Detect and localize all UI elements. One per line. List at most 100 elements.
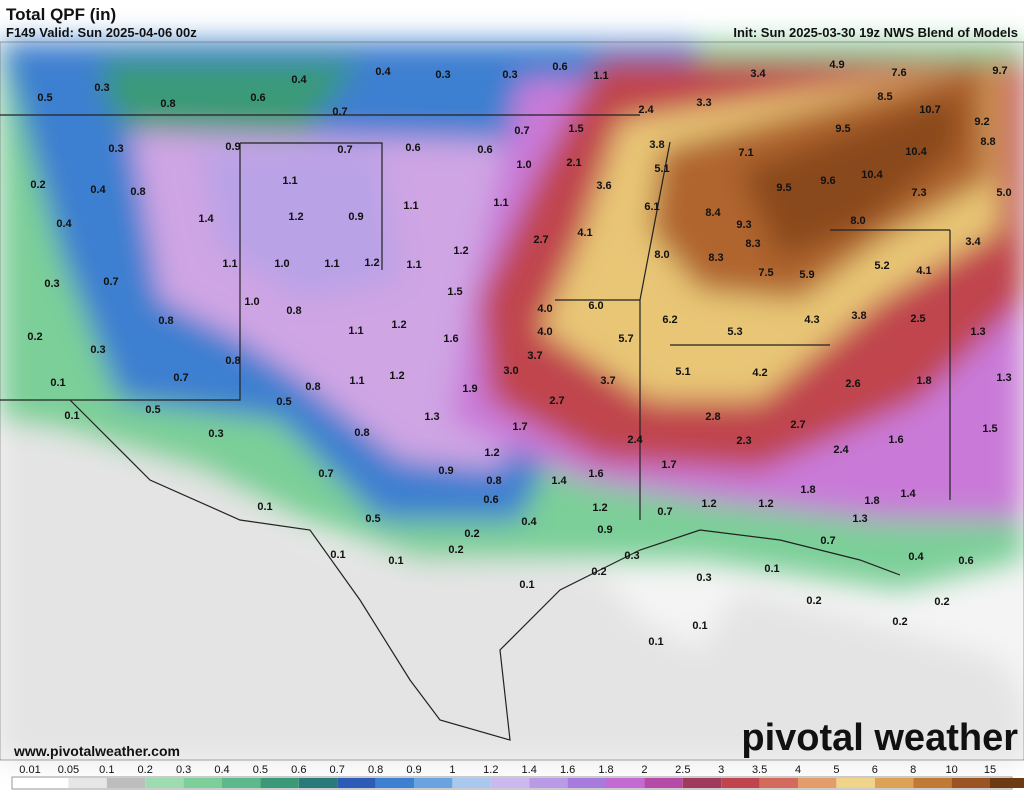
qpf-label: 8.0 <box>850 215 865 227</box>
qpf-label: 0.5 <box>365 513 380 525</box>
colorbar-swatch <box>798 778 837 788</box>
qpf-label: 0.6 <box>405 142 420 154</box>
colorbar-swatch <box>874 778 914 788</box>
qpf-label: 0.4 <box>56 218 72 230</box>
qpf-label: 7.3 <box>911 187 926 199</box>
qpf-label: 0.5 <box>37 92 52 104</box>
qpf-label: 0.2 <box>892 616 907 628</box>
map-field <box>0 41 1024 761</box>
qpf-label: 1.8 <box>800 484 815 496</box>
qpf-label: 10.4 <box>861 169 883 181</box>
qpf-label: 0.1 <box>257 501 272 513</box>
qpf-label: 0.3 <box>108 143 123 155</box>
qpf-label: 0.2 <box>30 179 45 191</box>
qpf-label: 4.1 <box>577 227 592 239</box>
qpf-label: 1.1 <box>406 259 421 271</box>
colorbar-swatch <box>260 778 299 788</box>
colorbar-label: 6 <box>872 764 878 776</box>
qpf-label: 1.3 <box>970 326 985 338</box>
qpf-label: 1.1 <box>282 175 297 187</box>
qpf-label: 3.0 <box>503 365 518 377</box>
qpf-label: 0.2 <box>448 544 463 556</box>
title: Total QPF (in) <box>6 5 116 24</box>
colorbar-label: 0.9 <box>406 764 421 776</box>
qpf-label: 1.1 <box>493 197 508 209</box>
qpf-label: 7.5 <box>758 267 773 279</box>
colorbar-label: 0.05 <box>58 764 79 776</box>
colorbar-label: 1.8 <box>598 764 613 776</box>
qpf-label: 2.4 <box>833 444 849 456</box>
qpf-label: 0.1 <box>50 377 65 389</box>
qpf-label: 0.3 <box>44 278 59 290</box>
qpf-label: 0.7 <box>657 506 672 518</box>
colorbar-label: 0.5 <box>253 764 268 776</box>
colorbar-swatch <box>414 778 453 788</box>
colorbar-swatch <box>682 778 722 788</box>
qpf-label: 0.3 <box>624 550 639 562</box>
qpf-label: 8.0 <box>654 249 669 261</box>
qpf-label: 1.0 <box>516 159 531 171</box>
qpf-label: 6.1 <box>644 201 659 213</box>
qpf-label: 2.3 <box>736 435 751 447</box>
colorbar-swatch <box>452 778 491 788</box>
qpf-label: 3.7 <box>527 350 542 362</box>
qpf-label: 1.6 <box>443 333 458 345</box>
qpf-label: 0.4 <box>375 66 391 78</box>
colorbar-swatch <box>990 778 1024 788</box>
qpf-label: 3.3 <box>696 97 711 109</box>
qpf-label: 8.8 <box>980 136 995 148</box>
map-labels: 0.5 0.3 0.8 0.4 0.6 0.4 0.3 0.3 0.6 1.1 3.4 4.9 7.6 9… <box>27 59 1011 648</box>
qpf-label: 1.1 <box>324 258 339 270</box>
qpf-label: 4.0 <box>537 326 552 338</box>
colorbar-label: 0.2 <box>138 764 153 776</box>
qpf-label: 1.2 <box>288 211 303 223</box>
qpf-label: 0.3 <box>94 82 109 94</box>
qpf-label: 0.6 <box>477 144 492 156</box>
qpf-label: 0.2 <box>27 331 42 343</box>
qpf-label: 3.8 <box>649 139 664 151</box>
qpf-label: 0.2 <box>806 595 821 607</box>
qpf-label: 7.1 <box>738 147 753 159</box>
colorbar: 0.01 0.05 0.1 0.2 0.3 0.4 0.5 0.6 0.7 0.8 0.9 1 1.2 1… <box>11 764 1024 790</box>
colorbar-label: 1.4 <box>522 764 537 776</box>
qpf-label: 1.2 <box>453 245 468 257</box>
qpf-label: 0.8 <box>160 98 175 110</box>
colorbar-swatch <box>759 778 798 788</box>
qpf-label: 0.3 <box>696 572 711 584</box>
qpf-label: 0.1 <box>648 636 663 648</box>
qpf-label: 1.2 <box>758 498 773 510</box>
qpf-label: 0.3 <box>435 69 450 81</box>
qpf-label: 0.8 <box>486 475 501 487</box>
qpf-label: 5.1 <box>675 366 690 378</box>
qpf-label: 1.0 <box>274 258 289 270</box>
qpf-label: 1.2 <box>592 502 607 514</box>
qpf-label: 1.3 <box>996 372 1011 384</box>
qpf-label: 1.2 <box>389 370 404 382</box>
qpf-label: 5.0 <box>996 187 1011 199</box>
qpf-label: 0.7 <box>173 372 188 384</box>
colorbar-swatch <box>529 778 568 788</box>
colorbar-swatch <box>836 778 875 788</box>
colorbar-swatch <box>951 778 990 788</box>
qpf-label: 5.7 <box>618 333 633 345</box>
qpf-label: 0.8 <box>305 381 320 393</box>
qpf-label: 3.8 <box>851 310 866 322</box>
qpf-label: 0.4 <box>521 516 537 528</box>
qpf-label: 2.4 <box>638 104 654 116</box>
qpf-label: 10.7 <box>919 104 940 116</box>
qpf-label: 0.1 <box>330 549 345 561</box>
qpf-label: 4.1 <box>916 265 931 277</box>
qpf-label: 0.7 <box>103 276 118 288</box>
qpf-label: 1.7 <box>512 421 527 433</box>
qpf-label: 9.2 <box>974 116 989 128</box>
qpf-label: 2.6 <box>845 378 860 390</box>
qpf-label: 0.7 <box>514 125 529 137</box>
colorbar-label: 1.6 <box>560 764 575 776</box>
qpf-label: 4.2 <box>752 367 767 379</box>
qpf-label: 0.1 <box>519 579 534 591</box>
qpf-label: 2.7 <box>549 395 564 407</box>
colorbar-swatch <box>375 778 414 788</box>
qpf-label: 1.4 <box>900 488 916 500</box>
qpf-label: 0.4 <box>90 184 106 196</box>
qpf-label: 0.8 <box>286 305 301 317</box>
